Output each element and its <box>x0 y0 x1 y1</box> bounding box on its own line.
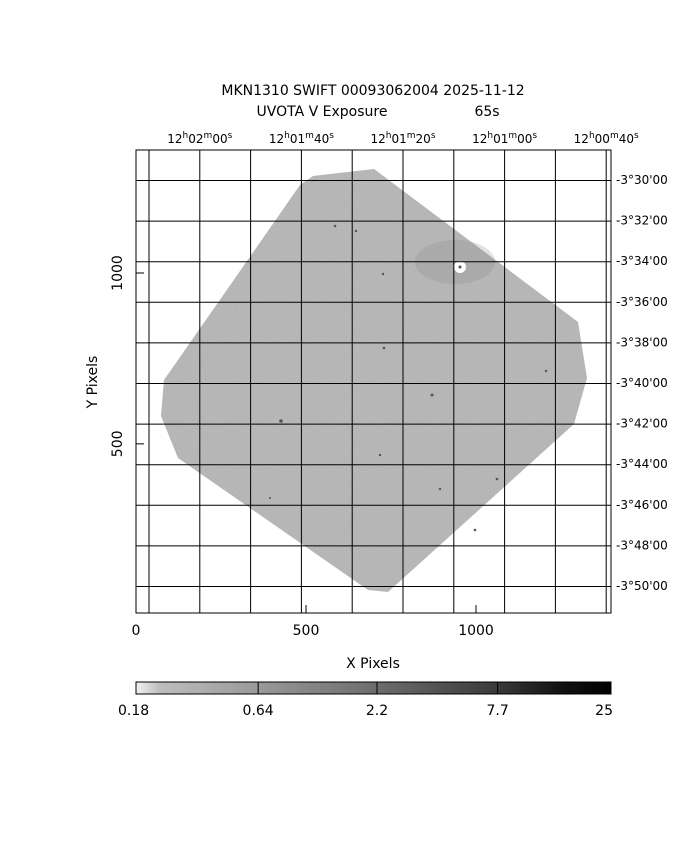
ra-tick-label: 12h02m00s <box>167 131 232 146</box>
exposure-noise <box>161 169 587 592</box>
dec-tick-label: -3°36'00 <box>616 295 668 309</box>
dec-tick-label: -3°34'00 <box>616 254 668 268</box>
ra-part: 20 <box>416 132 431 146</box>
sources <box>269 224 548 532</box>
ra-part: 01 <box>391 132 406 146</box>
x-axis-label: X Pixels <box>346 656 400 672</box>
dec-tick-label: -3°30'00 <box>616 173 668 187</box>
ra-part: 40 <box>314 132 329 146</box>
ra-part: 12 <box>574 132 589 146</box>
x-tick-label: 1000 <box>458 623 494 639</box>
y-tick-label: 1000 <box>110 255 126 291</box>
plot-frame <box>135 149 612 614</box>
ra-tick-label: 12h01m40s <box>269 131 334 146</box>
ra-part: 12 <box>370 132 385 146</box>
ra-part: m <box>407 131 416 141</box>
ra-part: 12 <box>269 132 284 146</box>
ra-part: s <box>431 131 436 141</box>
colorbar-tick-label: 7.7 <box>486 703 508 719</box>
ra-part: s <box>329 131 334 141</box>
colorbar <box>135 681 612 695</box>
ra-tick-label: 12h01m20s <box>370 131 435 146</box>
ra-part: m <box>508 131 517 141</box>
subtitle: UVOTA V Exposure <box>257 104 388 120</box>
dec-tick-label: -3°44'00 <box>616 457 668 471</box>
dec-tick-label: -3°32'00 <box>616 214 668 228</box>
colorbar-tick-label: 0.18 <box>118 703 149 719</box>
ra-part: s <box>634 131 639 141</box>
colorbar-tick-label: 2.2 <box>366 703 388 719</box>
star-core <box>458 265 462 269</box>
dec-tick-label: -3°38'00 <box>616 335 668 349</box>
chart-title: MKN1310 SWIFT 00093062004 2025-11-12 <box>221 83 524 99</box>
dec-tick-label: -3°50'00 <box>616 579 668 593</box>
ra-part: s <box>228 131 233 141</box>
colorbar-tick-label: 25 <box>595 703 613 719</box>
ra-part: 02 <box>188 132 203 146</box>
dec-tick-label: -3°42'00 <box>616 417 668 431</box>
dec-tick-label: -3°48'00 <box>616 538 668 552</box>
y-tick-label: 500 <box>110 430 126 457</box>
colorbar-tick-label: 0.64 <box>243 703 274 719</box>
ra-part: h <box>487 131 493 141</box>
ra-part: 40 <box>619 132 634 146</box>
ra-part: 12 <box>472 132 487 146</box>
ra-part: 00 <box>517 132 532 146</box>
ra-part: 12 <box>167 132 182 146</box>
ra-part: 01 <box>290 132 305 146</box>
ra-part: m <box>610 131 619 141</box>
exposure: 65s <box>474 104 499 120</box>
ra-tick-label: 12h00m40s <box>574 131 639 146</box>
ra-part: h <box>386 131 392 141</box>
ra-part: m <box>305 131 314 141</box>
image <box>161 169 587 592</box>
ra-tick-label: 12h01m00s <box>472 131 537 146</box>
wcs-grid <box>136 150 611 613</box>
y-axis-label: Y Pixels <box>85 356 101 410</box>
ra-part: h <box>183 131 189 141</box>
ra-part: m <box>204 131 213 141</box>
x-tick-label: 0 <box>132 623 141 639</box>
ra-part: s <box>532 131 537 141</box>
ra-part: 00 <box>212 132 227 146</box>
dec-tick-label: -3°40'00 <box>616 376 668 390</box>
ra-part: 01 <box>493 132 508 146</box>
x-tick-label: 500 <box>293 623 320 639</box>
ra-part: 00 <box>595 132 610 146</box>
ra-part: h <box>589 131 595 141</box>
dec-tick-label: -3°46'00 <box>616 498 668 512</box>
ra-part: h <box>284 131 290 141</box>
